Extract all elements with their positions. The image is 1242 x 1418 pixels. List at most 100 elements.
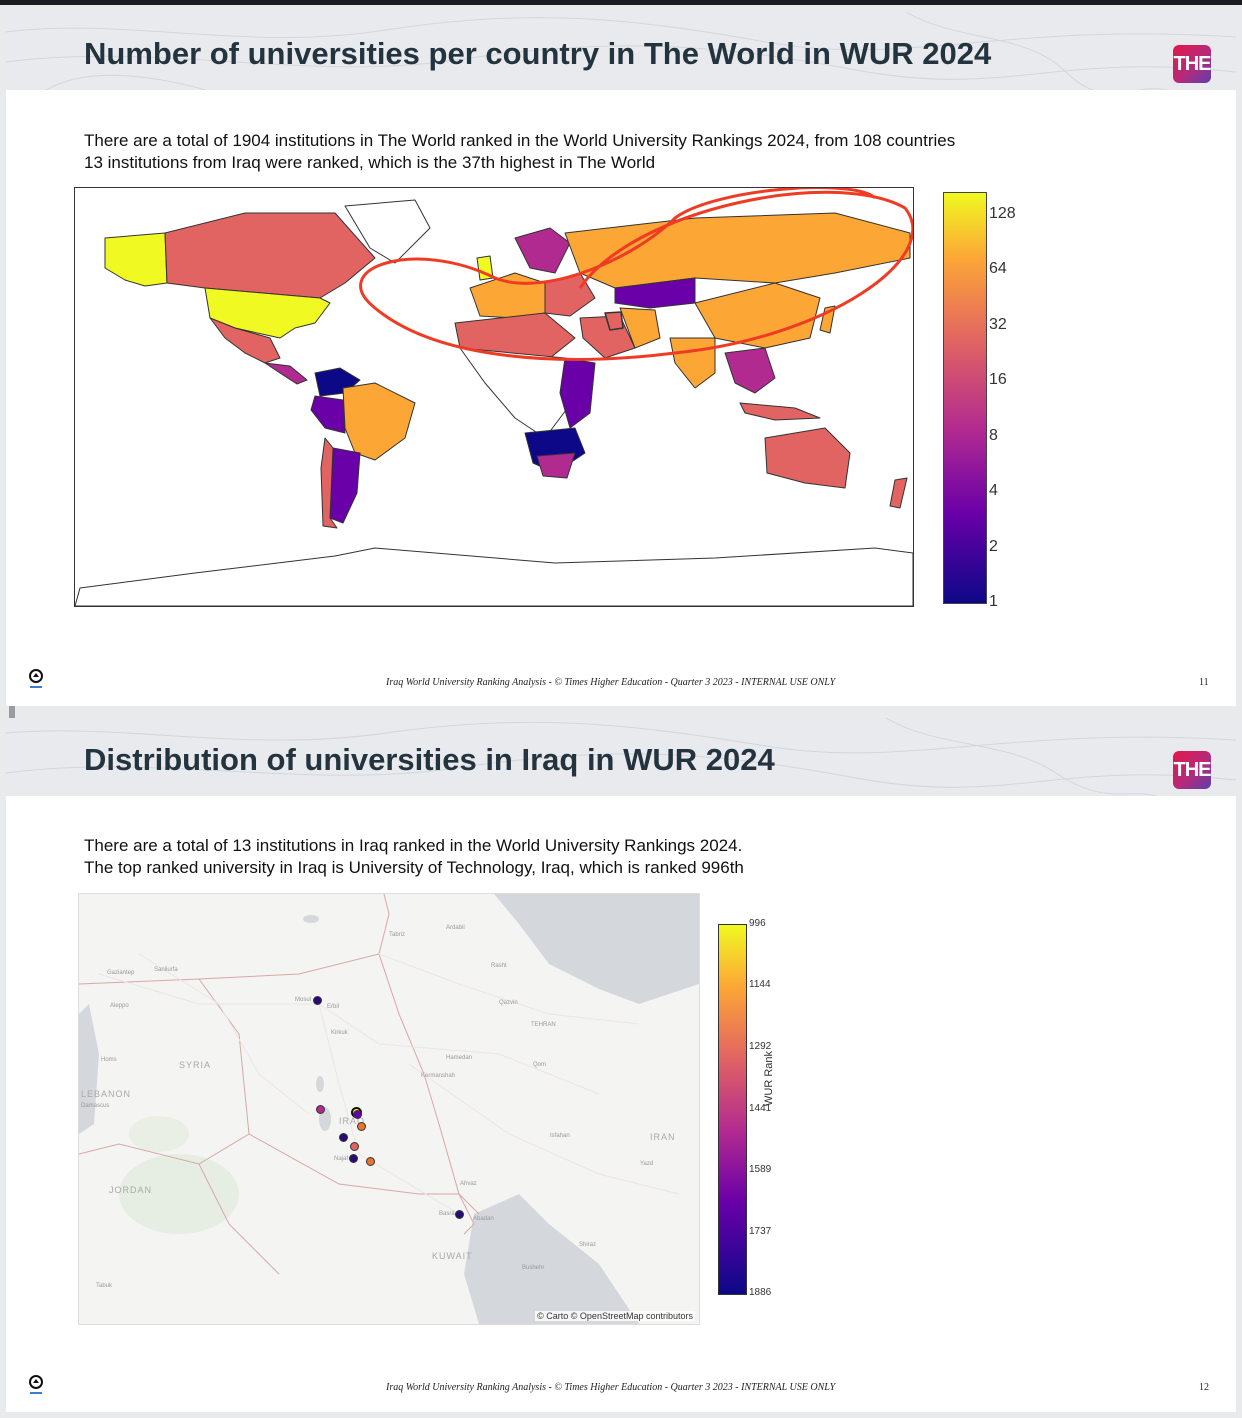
colorbar-tick: 1737	[749, 1226, 772, 1237]
city-label: Basra	[439, 1211, 455, 1217]
city-label: Erbil	[327, 1004, 340, 1010]
city-label: TEHRAN	[531, 1022, 556, 1028]
city-label: Yazd	[640, 1161, 654, 1167]
wur-rank-colorbar	[718, 924, 747, 1295]
antarctica-region	[74, 547, 914, 607]
lake	[303, 915, 319, 923]
description-line-1: There are a total of 13 institutions in …	[84, 836, 743, 855]
slide-header: Number of universities per country in Th…	[6, 12, 1236, 90]
page-title: Distribution of universities in Iraq in …	[84, 742, 775, 777]
colorbar-tick: 128	[989, 205, 1016, 222]
central-africa-region	[459, 347, 576, 439]
footer-text: Iraq World University Ranking Analysis -…	[386, 1382, 836, 1393]
alaska-region	[104, 232, 168, 287]
city-label: Mosul	[295, 997, 312, 1003]
city-label: Qom	[533, 1062, 547, 1068]
colorbar-title: WUR Rank	[763, 1050, 775, 1106]
university-marker[interactable]	[455, 1210, 464, 1219]
city-label: Kirkuk	[331, 1030, 348, 1036]
brazil-region	[342, 382, 416, 461]
map-attribution[interactable]: © Carto © OpenStreetMap contributors	[535, 1311, 695, 1321]
city-label: Bushehr	[522, 1265, 545, 1271]
city-label: Rasht	[491, 963, 507, 969]
iraq-point-map[interactable]: SYRIA IRAQ IRAN JORDAN KUWAIT LEBANON Ta…	[78, 893, 700, 1325]
argentina-region	[329, 447, 361, 524]
world-choropleth-map[interactable]	[74, 186, 914, 607]
footer-text: Iraq World University Ranking Analysis -…	[386, 677, 836, 688]
colorbar-tick: 1144	[749, 979, 771, 990]
university-marker[interactable]	[339, 1133, 348, 1142]
city-label: Isfahan	[550, 1133, 570, 1139]
colorbar-tick: 1589	[749, 1164, 772, 1175]
university-marker[interactable]	[366, 1157, 375, 1166]
university-marker[interactable]	[353, 1110, 362, 1119]
chile-region	[320, 437, 338, 529]
description-line-2: The top ranked university in Iraq is Uni…	[84, 858, 744, 877]
city-label: Tabriz	[389, 932, 406, 938]
city-label: Ahvaz	[460, 1181, 477, 1187]
city-label: Gaziantep	[107, 970, 135, 976]
scandinavia-region	[514, 227, 571, 274]
colorbar-tick: 32	[989, 316, 1007, 333]
country-label: LEBANON	[81, 1089, 132, 1099]
indonesia-region	[739, 402, 821, 421]
canada-region	[164, 212, 376, 299]
mexico-region	[209, 317, 281, 364]
city-label: Kermanshah	[421, 1073, 456, 1079]
city-label: Sanliurfa	[154, 967, 178, 973]
peru-region	[310, 395, 346, 434]
colorbar-tick: 2	[989, 538, 998, 555]
caspian-sea	[494, 894, 699, 1004]
home-icon[interactable]	[28, 1374, 44, 1396]
colorbar-tick: 4	[989, 482, 998, 499]
colorbar-tick: 1886	[749, 1287, 772, 1298]
country-label: IRAQ	[339, 1116, 366, 1126]
new-zealand-region	[889, 477, 908, 509]
university-marker[interactable]	[350, 1142, 359, 1151]
iraq-region	[604, 311, 624, 331]
slide-11: Number of universities per country in Th…	[6, 12, 1236, 706]
central-america-region	[264, 362, 308, 385]
colorbar-tick: 1292	[749, 1041, 772, 1052]
country-label: KUWAIT	[432, 1251, 473, 1261]
window-top-bar	[0, 0, 1242, 5]
colorbar-tick: 16	[989, 371, 1007, 388]
city-label: Ardabil	[446, 925, 465, 931]
iran-region	[619, 307, 661, 349]
south-africa-region	[536, 452, 576, 479]
australia-region	[764, 427, 851, 489]
colorbar-tick: 1441	[749, 1103, 772, 1114]
slide-header: Distribution of universities in Iraq in …	[6, 718, 1236, 796]
city-label: Homs	[101, 1057, 117, 1063]
southeast-asia-region	[724, 347, 776, 394]
city-label: Qazvin	[499, 1000, 518, 1006]
university-marker[interactable]	[357, 1122, 366, 1131]
world-map-svg	[74, 186, 914, 607]
japan-region	[819, 305, 836, 334]
kazakhstan-region	[614, 277, 696, 309]
russia-region	[564, 212, 911, 289]
terrain-patch	[119, 1154, 239, 1234]
university-marker[interactable]	[316, 1105, 325, 1114]
the-logo: THE	[1173, 45, 1212, 83]
home-icon[interactable]	[28, 668, 44, 690]
description-line-1: There are a total of 1904 institutions i…	[84, 131, 956, 150]
the-logo: THE	[1173, 751, 1212, 789]
country-label: SYRIA	[179, 1060, 212, 1070]
university-marker[interactable]	[349, 1154, 358, 1163]
greenland-region	[344, 199, 431, 264]
city-label: Tabuk	[96, 1283, 113, 1289]
description-line-2: 13 institutions from Iraq were ranked, w…	[84, 153, 656, 172]
city-label: Abadan	[473, 1216, 494, 1222]
colorbar-tick: 1	[989, 593, 998, 610]
header-topo-pattern	[6, 718, 1236, 796]
city-label: Aleppo	[110, 1003, 129, 1009]
slide-12: Distribution of universities in Iraq in …	[6, 718, 1236, 1412]
colorbar	[943, 192, 987, 604]
india-region	[669, 337, 716, 389]
persian-gulf	[464, 1194, 639, 1324]
page-number: 11	[1199, 677, 1209, 688]
terrain-patch	[129, 1116, 189, 1152]
header-topo-pattern	[6, 12, 1236, 90]
university-marker[interactable]	[313, 996, 322, 1005]
